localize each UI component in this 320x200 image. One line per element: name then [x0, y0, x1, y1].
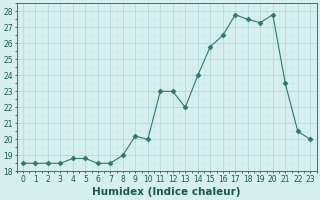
- X-axis label: Humidex (Indice chaleur): Humidex (Indice chaleur): [92, 187, 241, 197]
